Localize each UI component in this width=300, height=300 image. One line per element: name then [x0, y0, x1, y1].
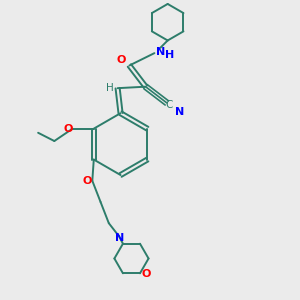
Text: O: O [82, 176, 92, 186]
Text: H: H [165, 50, 174, 60]
Text: C: C [166, 100, 173, 110]
Text: O: O [142, 269, 151, 279]
Text: O: O [64, 124, 73, 134]
Text: H: H [106, 82, 114, 93]
Text: N: N [175, 107, 184, 117]
Text: N: N [115, 233, 124, 243]
Text: N: N [156, 47, 165, 57]
Text: O: O [116, 55, 126, 64]
